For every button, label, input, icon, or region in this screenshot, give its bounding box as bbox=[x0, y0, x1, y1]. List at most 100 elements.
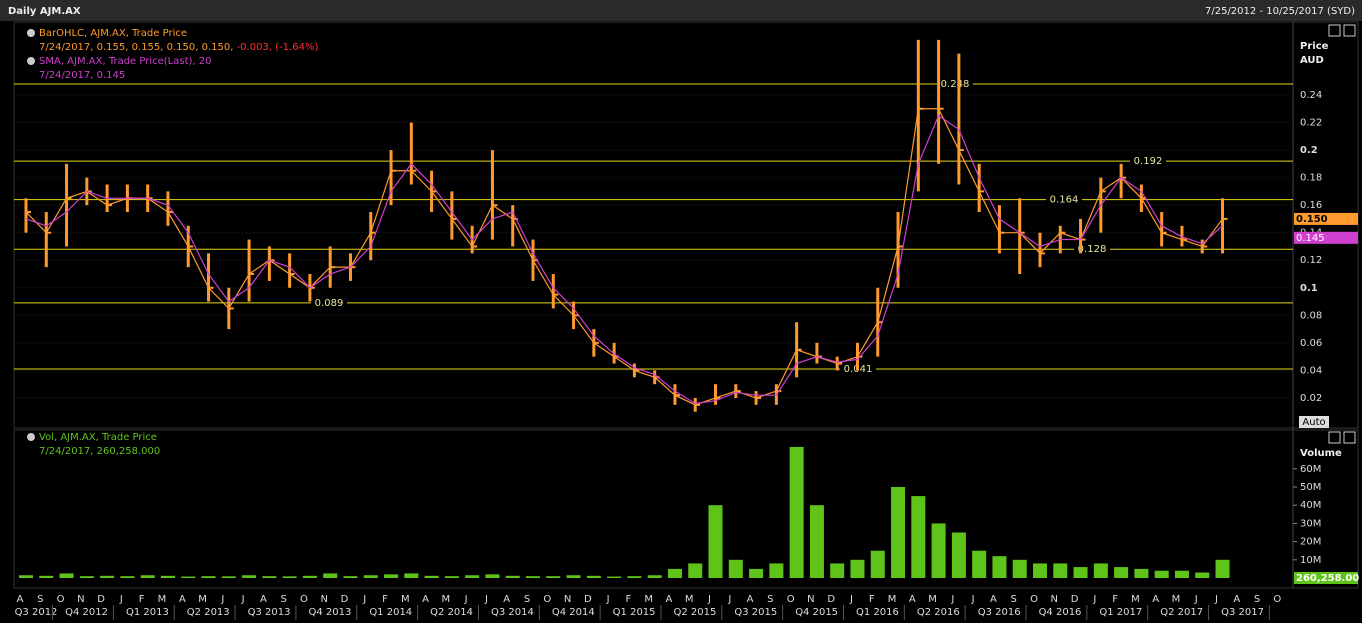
volume-bar bbox=[323, 573, 338, 578]
x-month-label: J bbox=[849, 594, 853, 605]
volume-bar bbox=[242, 575, 257, 578]
x-month-label: M bbox=[888, 594, 897, 605]
auto-label[interactable]: Auto bbox=[1302, 417, 1325, 428]
volume-bar bbox=[586, 575, 601, 578]
volume-bar bbox=[526, 576, 540, 578]
x-quarter-label: Q4 2012 bbox=[65, 607, 108, 618]
volume-bar bbox=[384, 574, 399, 578]
x-month-label: J bbox=[220, 594, 224, 605]
level-label-bg bbox=[311, 296, 347, 309]
x-month-label: F bbox=[626, 594, 632, 605]
volume-bar bbox=[160, 575, 175, 578]
x-month-label: D bbox=[97, 594, 105, 605]
x-month-label: M bbox=[1172, 594, 1181, 605]
x-month-label: J bbox=[727, 594, 731, 605]
volume-bar bbox=[688, 563, 703, 578]
x-month-label: O bbox=[1273, 594, 1281, 605]
volume-bar bbox=[1154, 570, 1169, 578]
restore-button[interactable] bbox=[1328, 431, 1341, 444]
volume-bar bbox=[992, 556, 1007, 578]
x-quarter-label: Q4 2013 bbox=[308, 607, 351, 618]
auto-button[interactable] bbox=[1299, 416, 1329, 428]
volume-bar bbox=[647, 575, 662, 578]
x-month-label: J bbox=[464, 594, 468, 605]
volume-bar bbox=[19, 575, 33, 578]
legend-name: SMA, AJM.AX, Trade Price(Last), 20 bbox=[39, 56, 212, 67]
x-month-label: A bbox=[909, 594, 916, 605]
x-month-label: J bbox=[241, 594, 245, 605]
x-month-label: A bbox=[260, 594, 267, 605]
x-month-label: O bbox=[300, 594, 308, 605]
x-month-label: F bbox=[382, 594, 388, 605]
level-label-bg bbox=[937, 77, 973, 90]
x-quarter-label: Q2 2016 bbox=[917, 607, 960, 618]
level-label: 0.089 bbox=[315, 298, 344, 309]
legend-detail: 7/24/2017, 0.145 bbox=[39, 70, 125, 81]
volume-bar bbox=[485, 574, 500, 578]
x-quarter-label: Q1 2013 bbox=[126, 607, 169, 618]
x-quarter-label: Q1 2017 bbox=[1099, 607, 1142, 618]
volume-bar bbox=[59, 573, 74, 578]
volume-panel bbox=[13, 429, 1359, 589]
x-quarter-label: Q4 2015 bbox=[795, 607, 838, 618]
volume-bar bbox=[181, 576, 196, 578]
x-month-label: M bbox=[928, 594, 937, 605]
x-month-label: M bbox=[644, 594, 653, 605]
volume-bar bbox=[1195, 572, 1210, 578]
legend-icon bbox=[27, 57, 35, 65]
x-month-label: J bbox=[707, 594, 711, 605]
x-month-label: J bbox=[971, 594, 975, 605]
volume-bar bbox=[1114, 567, 1129, 578]
volume-bar bbox=[465, 575, 480, 578]
volume-bar bbox=[221, 576, 236, 578]
volume-bar bbox=[931, 523, 946, 578]
volume-bar bbox=[343, 576, 358, 578]
x-month-label: J bbox=[1092, 594, 1096, 605]
volume-bar bbox=[39, 575, 54, 578]
volume-bar bbox=[728, 559, 743, 578]
x-month-label: S bbox=[767, 594, 773, 605]
x-month-label: A bbox=[666, 594, 673, 605]
level-label: 0.248 bbox=[941, 79, 970, 90]
x-month-label: A bbox=[422, 594, 429, 605]
volume-bar bbox=[667, 568, 682, 578]
x-month-label: N bbox=[564, 594, 571, 605]
volume-bar bbox=[120, 576, 135, 578]
x-month-label: S bbox=[1011, 594, 1017, 605]
x-month-label: M bbox=[442, 594, 451, 605]
x-month-label: M bbox=[1131, 594, 1140, 605]
x-quarter-label: Q3 2016 bbox=[978, 607, 1021, 618]
volume-bar bbox=[363, 575, 378, 578]
volume-bar bbox=[100, 575, 115, 578]
x-month-label: A bbox=[1152, 594, 1159, 605]
last-sma-label: 0.145 bbox=[1296, 233, 1325, 244]
volume-bar bbox=[607, 576, 622, 578]
volume-bar bbox=[870, 550, 885, 578]
y-tick-label: 0.02 bbox=[1300, 393, 1322, 404]
x-month-label: A bbox=[17, 594, 24, 605]
x-quarter-label: Q2 2014 bbox=[430, 607, 473, 618]
legend-detail: 7/24/2017, 0.155, 0.155, 0.150, 0.150, -… bbox=[39, 42, 318, 53]
x-month-label: F bbox=[869, 594, 875, 605]
volume-bar bbox=[911, 496, 926, 578]
x-month-label: J bbox=[362, 594, 366, 605]
volume-bar bbox=[444, 576, 459, 578]
title-bar bbox=[0, 0, 1362, 21]
x-month-label: D bbox=[584, 594, 592, 605]
y-tick-label: 0.18 bbox=[1300, 173, 1322, 184]
close-button[interactable] bbox=[1343, 431, 1356, 444]
volume-bar bbox=[140, 575, 155, 578]
volume-bar bbox=[708, 505, 723, 578]
volume-bar bbox=[951, 532, 966, 578]
y-tick-label: 0.12 bbox=[1300, 255, 1322, 266]
x-month-label: N bbox=[320, 594, 327, 605]
restore-button[interactable] bbox=[1328, 24, 1341, 37]
y-tick-label: 0.16 bbox=[1300, 200, 1322, 211]
x-quarter-label: Q4 2014 bbox=[552, 607, 595, 618]
volume-bar bbox=[282, 576, 297, 578]
close-button[interactable] bbox=[1343, 24, 1356, 37]
y-tick-label: 30M bbox=[1300, 518, 1321, 529]
level-label-bg bbox=[1130, 155, 1166, 168]
volume-bar bbox=[627, 576, 642, 578]
